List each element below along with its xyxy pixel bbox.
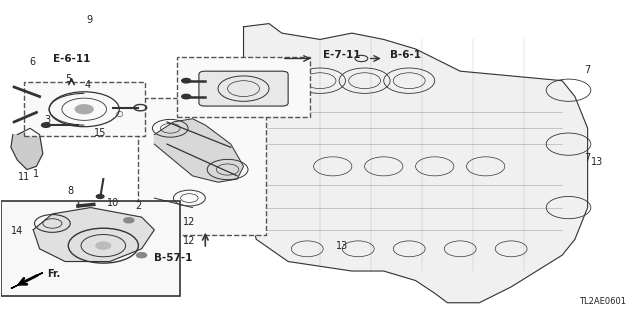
Text: 4: 4 [84, 80, 90, 91]
Circle shape [136, 252, 147, 258]
Circle shape [182, 94, 191, 99]
Text: B-6-1: B-6-1 [390, 51, 421, 60]
Text: E-6-11: E-6-11 [52, 54, 90, 64]
Text: 2: 2 [135, 201, 141, 211]
Text: ○: ○ [116, 108, 123, 117]
Text: 3: 3 [44, 115, 51, 125]
Polygon shape [154, 119, 244, 182]
Circle shape [124, 218, 134, 223]
Text: 5: 5 [65, 74, 72, 84]
Text: Fr.: Fr. [47, 269, 61, 279]
Text: TL2AE0601: TL2AE0601 [579, 297, 626, 306]
FancyBboxPatch shape [138, 98, 266, 235]
Text: 7: 7 [584, 153, 591, 164]
Text: 6: 6 [29, 57, 35, 67]
Text: E-7-11: E-7-11 [323, 51, 361, 60]
FancyBboxPatch shape [24, 82, 145, 136]
Text: 7: 7 [584, 65, 591, 75]
Text: 13: 13 [336, 241, 348, 251]
Circle shape [96, 242, 111, 250]
Circle shape [97, 195, 104, 198]
Text: 9: 9 [86, 15, 92, 25]
Polygon shape [33, 208, 154, 261]
Text: 12: 12 [183, 236, 196, 246]
Text: 14: 14 [11, 226, 24, 236]
FancyBboxPatch shape [199, 71, 288, 106]
Circle shape [182, 78, 191, 83]
Polygon shape [11, 128, 43, 170]
Polygon shape [11, 273, 43, 288]
FancyBboxPatch shape [1, 201, 180, 296]
FancyBboxPatch shape [177, 57, 310, 117]
Text: 11: 11 [17, 172, 30, 182]
Text: 10: 10 [107, 198, 119, 208]
Text: 13: 13 [591, 156, 604, 167]
Text: 8: 8 [67, 186, 73, 196]
Text: 15: 15 [94, 128, 106, 138]
Text: 12: 12 [183, 217, 196, 227]
Polygon shape [244, 24, 588, 303]
Circle shape [76, 105, 93, 114]
Text: B-57-1: B-57-1 [154, 253, 193, 263]
Circle shape [42, 123, 51, 127]
Text: 1: 1 [33, 169, 40, 179]
